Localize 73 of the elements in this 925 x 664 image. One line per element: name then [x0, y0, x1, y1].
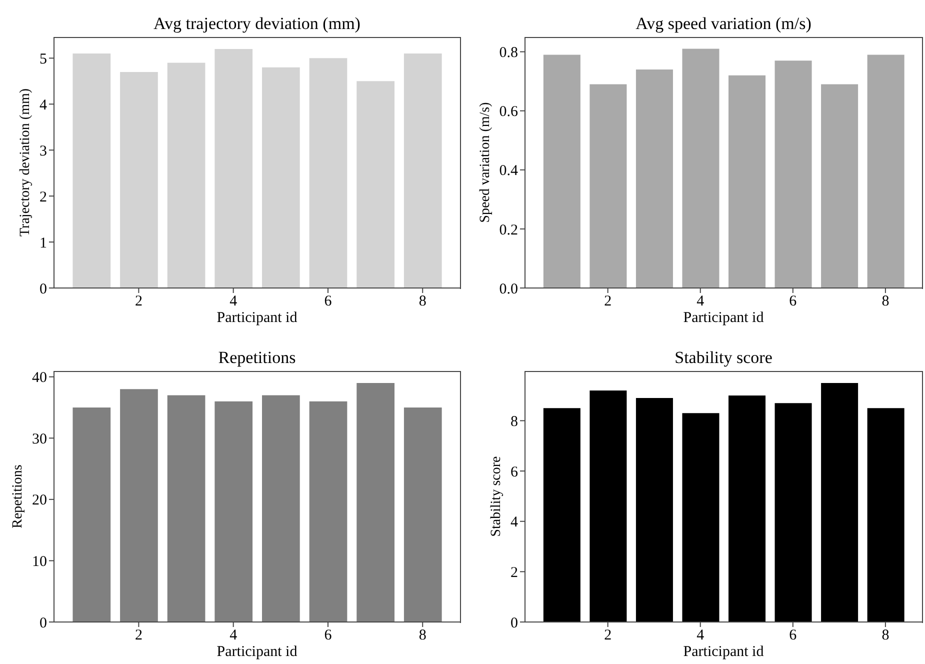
bar — [728, 75, 766, 288]
chart-title: Avg trajectory deviation (mm) — [152, 13, 362, 35]
x-tick-label: 4 — [230, 628, 238, 644]
bar — [309, 58, 348, 288]
x-axis-title: Participant id — [683, 644, 764, 660]
x-tick-label: 6 — [324, 294, 332, 310]
x-tick-label: 4 — [696, 294, 705, 310]
x-tick-label: 2 — [134, 628, 142, 644]
x-tick-label: 6 — [324, 628, 332, 644]
y-tick-label: 0.2 — [499, 222, 518, 238]
bar — [120, 72, 158, 288]
bar — [821, 84, 858, 288]
x-tick-label: 6 — [789, 628, 798, 644]
y-axis-title: Trajectory deviation (mm) — [18, 88, 33, 237]
bar — [214, 48, 253, 288]
x-tick-label: 8 — [418, 294, 426, 310]
x-axis-title: Participant id — [683, 310, 764, 326]
x-tick-label: 2 — [604, 294, 612, 310]
x-tick-label: 2 — [604, 628, 612, 644]
bar — [72, 407, 111, 622]
x-axis-title: Participant id — [216, 644, 298, 660]
x-tick-label: 8 — [418, 628, 426, 644]
x-tick-label: 6 — [789, 294, 798, 310]
y-tick-label: 0 — [40, 615, 47, 632]
x-tick-label: 8 — [882, 294, 890, 310]
x-tick-label: 4 — [230, 294, 238, 310]
x-tick-label: 4 — [696, 628, 705, 644]
y-tick-label: 0 — [510, 615, 518, 632]
bar — [167, 395, 206, 622]
bar — [636, 69, 673, 288]
bar — [167, 62, 206, 288]
y-tick-label: 4 — [40, 97, 48, 114]
y-tick-label: 0.0 — [499, 281, 518, 298]
y-axis-title: Speed variation (m/s) — [478, 102, 493, 223]
y-tick-label: 0 — [40, 281, 47, 298]
x-tick-label: 2 — [134, 294, 142, 310]
bar — [590, 84, 627, 288]
y-tick-label: 0.6 — [499, 104, 518, 120]
y-axis-title: Repetitions — [10, 464, 26, 528]
bar — [72, 54, 111, 288]
y-tick-label: 6 — [510, 464, 518, 480]
y-tick-label: 2 — [510, 565, 518, 581]
y-tick-label: 20 — [32, 492, 47, 509]
bar — [404, 54, 442, 288]
bar — [404, 407, 442, 622]
y-tick-label: 3 — [40, 143, 47, 160]
y-tick-label: 10 — [32, 554, 47, 570]
y-tick-label: 0.4 — [499, 163, 518, 180]
y-tick-label: 1 — [40, 235, 47, 252]
bar — [262, 395, 300, 622]
bar — [356, 81, 394, 288]
bar — [120, 389, 158, 622]
chart-title: Repetitions — [217, 347, 297, 369]
bar — [214, 401, 253, 622]
bar — [262, 67, 300, 288]
y-tick-label: 2 — [40, 189, 47, 206]
y-tick-label: 4 — [510, 514, 518, 531]
chart-title: Avg speed variation (m/s) — [634, 13, 812, 35]
y-tick-label: 40 — [32, 370, 47, 386]
bar — [309, 401, 348, 622]
bar — [543, 54, 580, 288]
x-tick-label: 8 — [882, 628, 890, 644]
bar — [682, 48, 720, 288]
y-tick-label: 0.8 — [499, 45, 518, 62]
bar — [774, 60, 812, 288]
y-axis-title: Stability score — [489, 456, 504, 537]
y-tick-label: 5 — [40, 51, 47, 68]
y-tick-label: 8 — [510, 414, 518, 430]
x-axis-title: Participant id — [216, 310, 298, 326]
bar — [867, 54, 904, 288]
y-tick-label: 30 — [32, 431, 47, 448]
chart-title: Stability score — [674, 347, 774, 369]
bar — [356, 382, 394, 622]
